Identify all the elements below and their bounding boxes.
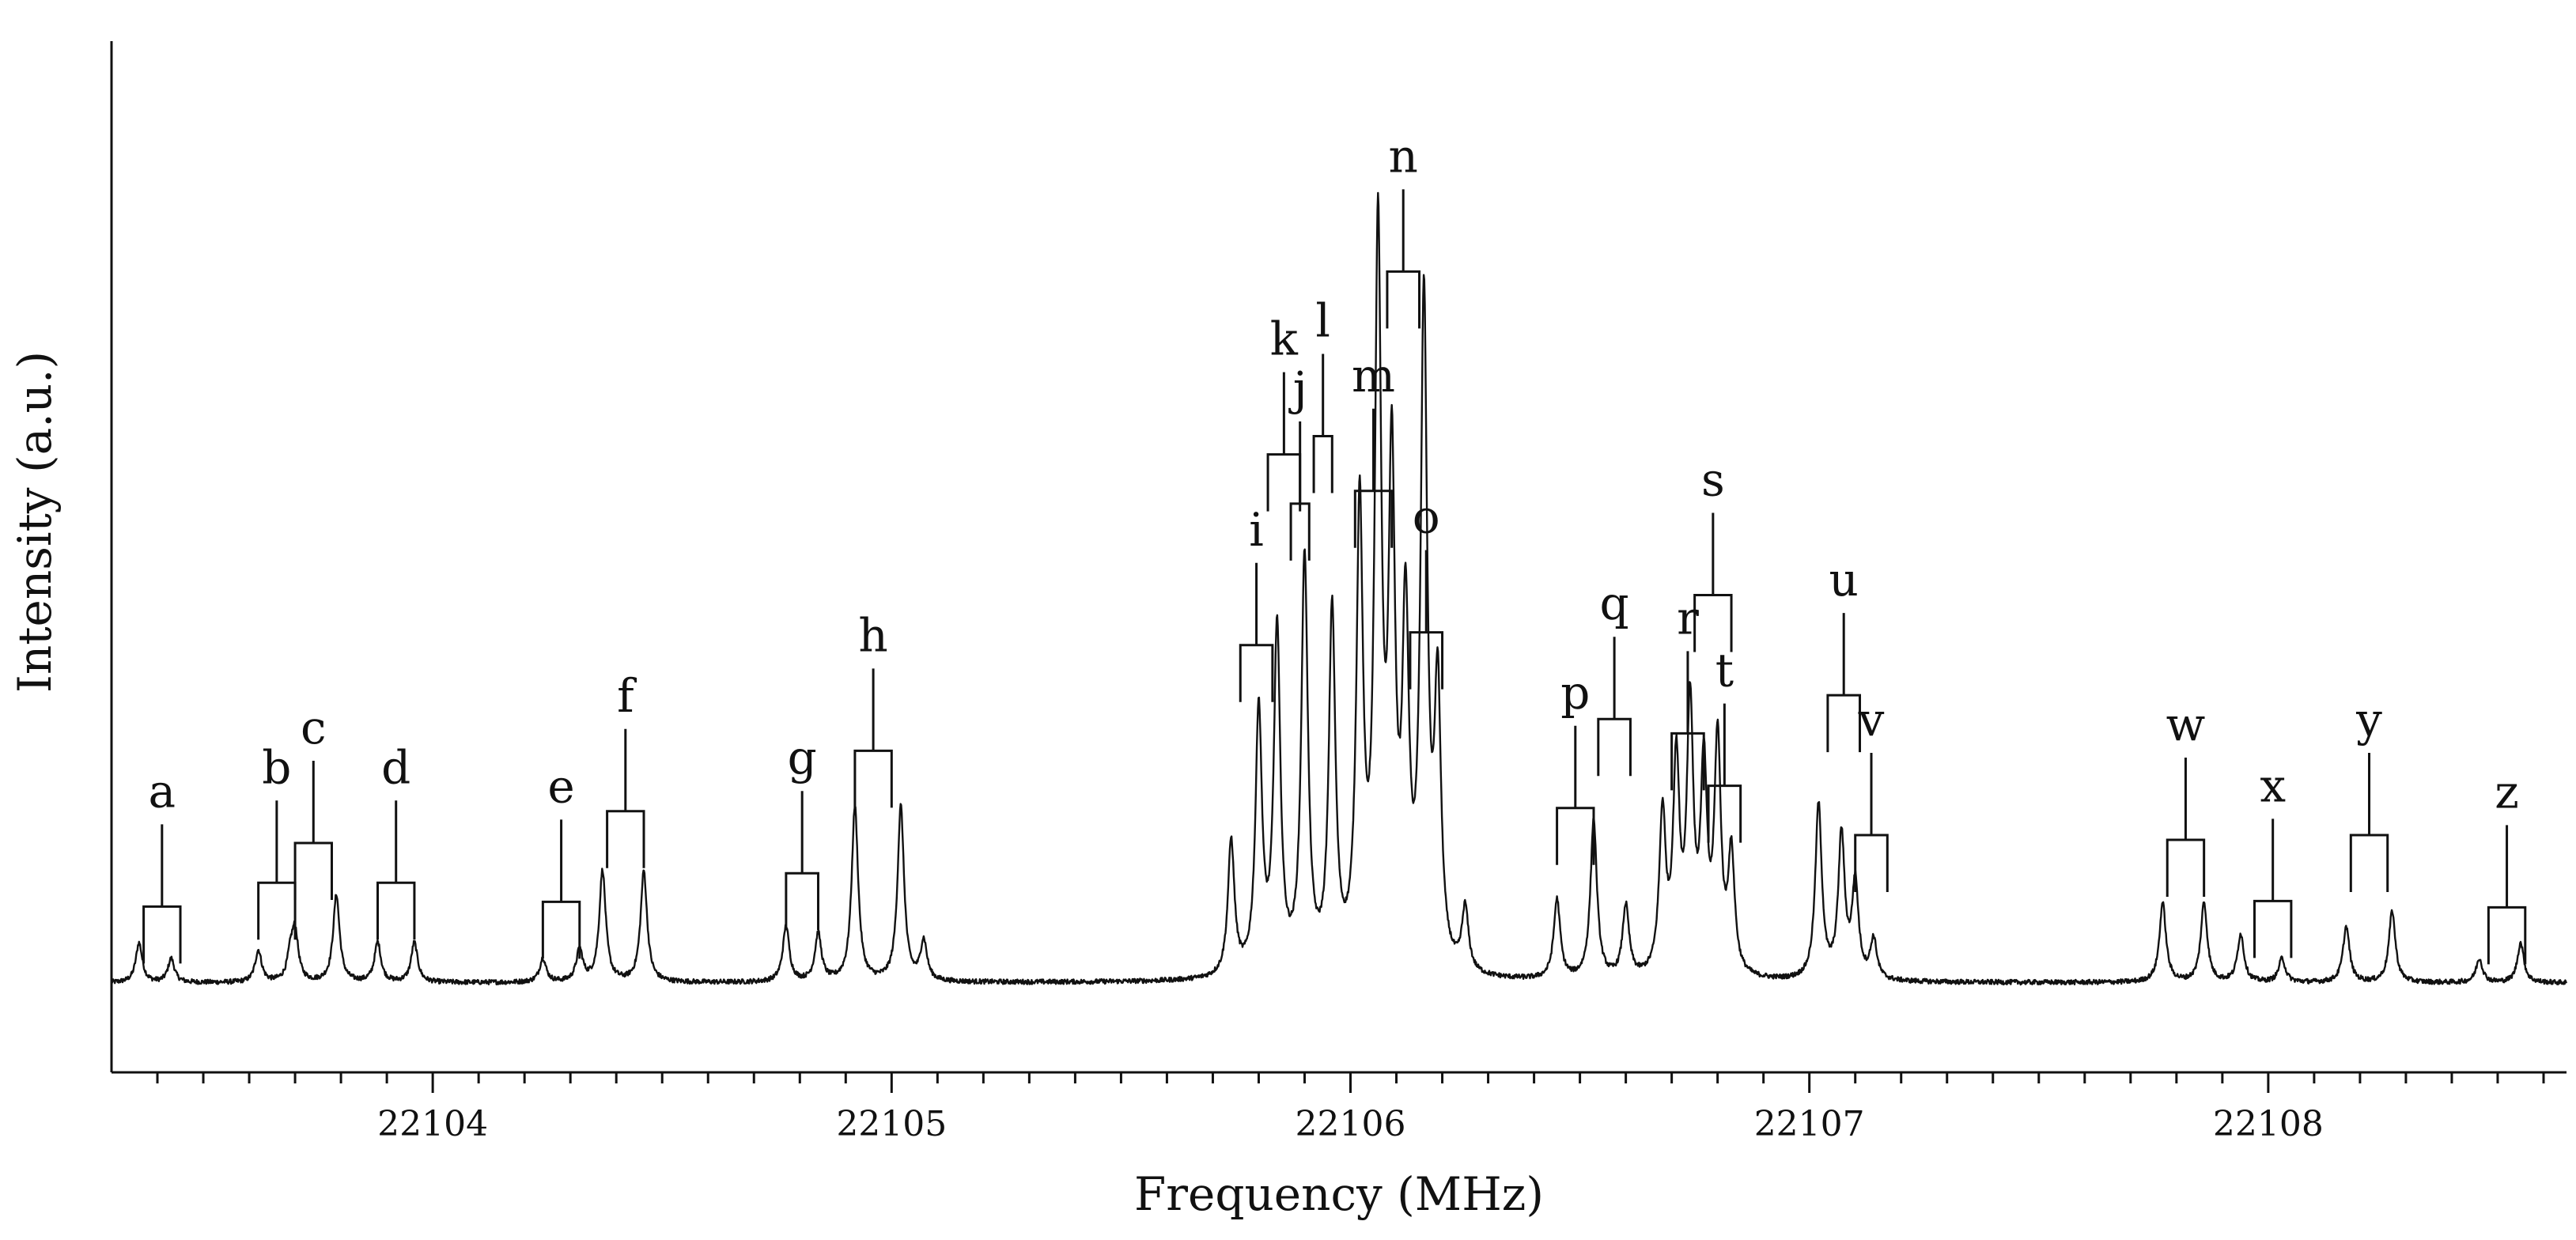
peak-letter-p: p [1560, 666, 1590, 720]
peak-letter-w: w [2166, 698, 2206, 751]
bracket-v [1854, 752, 1889, 892]
peak-letter-m: m [1352, 349, 1395, 403]
peak-label-x: x [2253, 758, 2293, 958]
peak-letter-u: u [1829, 553, 1859, 607]
peak-letter-l: l [1315, 293, 1330, 347]
peak-label-u: u [1826, 553, 1862, 753]
peak-label-s: s [1693, 452, 1733, 652]
peak-label-q: q [1597, 577, 1632, 777]
bracket-q [1597, 637, 1632, 777]
peak-letter-q: q [1600, 577, 1629, 630]
y-axis-title: Intensity (a.u.) [8, 351, 62, 693]
peak-label-p: p [1556, 666, 1595, 865]
peak-letter-y: y [2355, 693, 2382, 747]
x-tick-label: 22106 [1296, 1104, 1406, 1144]
bracket-y [2349, 752, 2389, 892]
x-ticks [156, 1072, 2545, 1093]
bracket-l [1312, 353, 1333, 493]
peak-letter-n: n [1389, 129, 1418, 183]
bracket-x [2253, 818, 2293, 958]
bracket-r [1670, 651, 1705, 791]
spectrum-trace [110, 191, 2567, 986]
peak-letter-s: s [1701, 452, 1725, 506]
peak-letter-i: i [1249, 503, 1264, 557]
peak-letter-o: o [1413, 490, 1440, 544]
peak-letter-v: v [1858, 693, 1885, 747]
bracket-c [293, 761, 333, 901]
peak-label-i: i [1239, 503, 1274, 702]
bracket-z [2487, 825, 2527, 965]
peak-label-b: b [257, 740, 297, 940]
bracket-t [1707, 703, 1742, 843]
peak-label-y: y [2349, 693, 2389, 892]
peak-letter-z: z [2495, 765, 2519, 818]
bracket-u [1826, 613, 1862, 753]
peak-letter-c: c [301, 701, 326, 754]
peak-letter-a: a [149, 764, 176, 818]
bracket-n [1386, 189, 1421, 329]
peak-label-o: o [1409, 490, 1444, 690]
peak-letter-d: d [381, 740, 410, 794]
x-axis-title: Frequency (MHz) [1134, 1167, 1544, 1221]
peak-label-h: h [853, 608, 893, 808]
bracket-b [257, 800, 297, 940]
peak-letter-t: t [1715, 644, 1734, 698]
x-tick-labels: 22104 22105 22106 22107 22108 [377, 1104, 2324, 1144]
peak-label-f: f [606, 669, 645, 868]
bracket-m [1353, 408, 1394, 548]
peak-letter-x: x [2260, 758, 2286, 812]
peak-letter-k: k [1270, 312, 1299, 366]
peak-label-l: l [1312, 293, 1333, 493]
bracket-p [1556, 725, 1595, 865]
x-tick-label: 22104 [377, 1104, 488, 1144]
peak-label-k: k [1266, 312, 1302, 512]
peak-letter-g: g [788, 731, 817, 784]
peak-label-g: g [785, 731, 819, 931]
bracket-e [541, 819, 581, 959]
bracket-s [1693, 512, 1733, 652]
peak-letter-e: e [547, 759, 574, 813]
peak-label-a: a [142, 764, 182, 964]
bracket-a [142, 824, 182, 964]
peak-label-n: n [1386, 129, 1421, 329]
bracket-i [1239, 562, 1274, 702]
peak-label-w: w [2166, 698, 2206, 897]
bracket-f [606, 728, 645, 868]
bracket-w [2166, 757, 2206, 897]
bracket-h [853, 668, 893, 808]
peak-letter-b: b [262, 740, 291, 794]
peak-letter-h: h [858, 608, 887, 662]
bracket-o [1409, 550, 1444, 690]
peak-letter-j: j [1288, 361, 1307, 415]
bracket-d [376, 800, 416, 940]
bracket-k [1266, 372, 1302, 512]
x-tick-label: 22107 [1754, 1104, 1865, 1144]
peak-label-m: m [1352, 349, 1395, 548]
peak-label-v: v [1854, 693, 1889, 892]
peak-label-e: e [541, 759, 581, 959]
bracket-g [785, 791, 819, 931]
peak-label-d: d [376, 740, 416, 940]
x-tick-label: 22105 [836, 1104, 947, 1144]
x-tick-label: 22108 [2213, 1104, 2324, 1144]
peak-letter-f: f [617, 669, 637, 723]
peak-label-t: t [1707, 644, 1742, 843]
peak-label-c: c [293, 701, 333, 901]
peak-label-z: z [2487, 765, 2527, 965]
